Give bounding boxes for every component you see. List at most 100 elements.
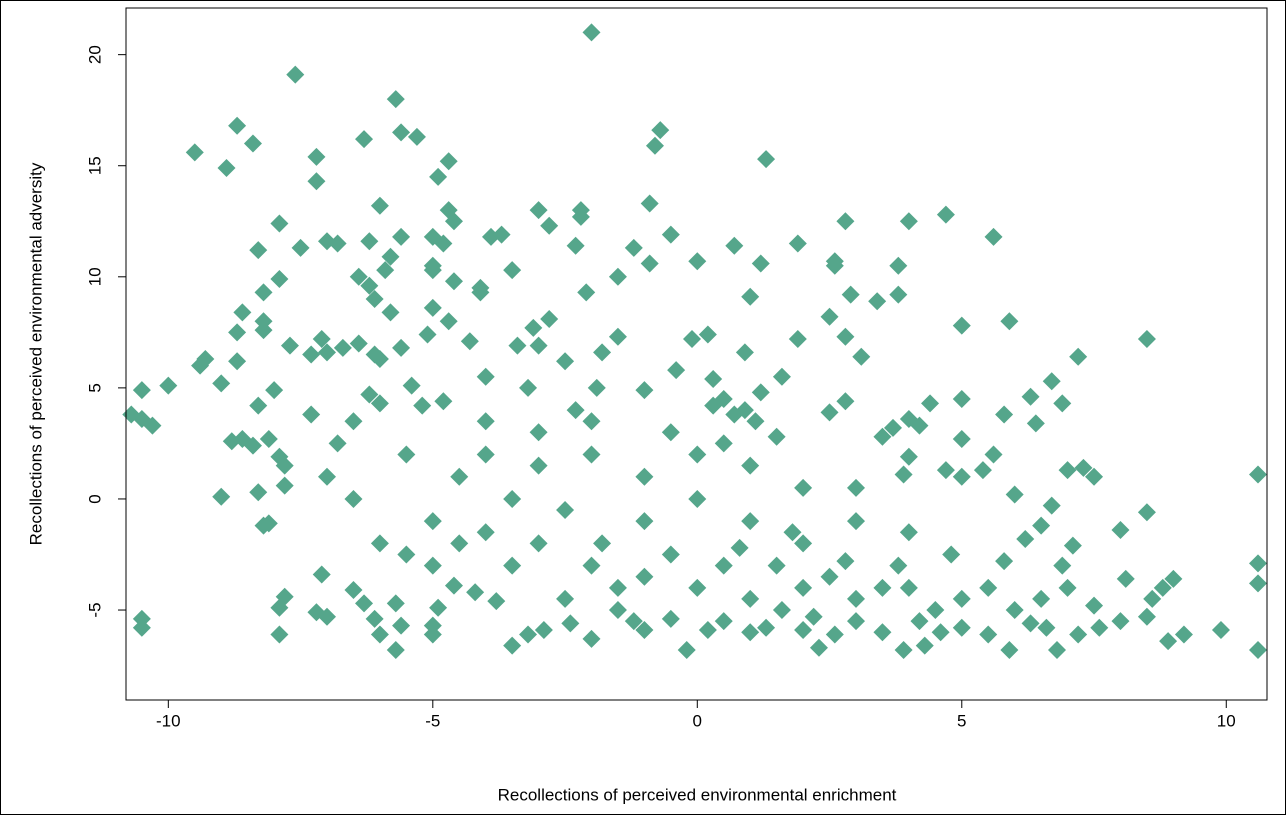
point xyxy=(1032,516,1051,535)
point xyxy=(365,609,384,628)
point xyxy=(608,601,627,620)
point xyxy=(979,625,998,644)
point xyxy=(1021,387,1040,406)
point xyxy=(423,512,442,531)
point xyxy=(1037,618,1056,637)
point xyxy=(423,298,442,317)
point xyxy=(1159,632,1178,651)
point xyxy=(476,367,495,386)
point xyxy=(444,576,463,595)
point xyxy=(1053,394,1072,413)
point xyxy=(275,456,294,475)
point xyxy=(508,336,527,355)
point xyxy=(476,523,495,542)
point xyxy=(683,330,702,349)
point xyxy=(1026,414,1045,433)
point xyxy=(524,318,543,337)
point xyxy=(1249,465,1268,484)
point xyxy=(984,445,1003,464)
point xyxy=(1085,596,1104,615)
point xyxy=(1063,536,1082,555)
point xyxy=(635,567,654,586)
point xyxy=(392,616,411,635)
point xyxy=(624,612,643,631)
point xyxy=(381,303,400,322)
point xyxy=(889,556,908,575)
point xyxy=(698,325,717,344)
point xyxy=(534,621,553,640)
point xyxy=(529,423,548,442)
point xyxy=(1111,612,1130,631)
y-tick-label: 20 xyxy=(85,45,104,64)
point xyxy=(344,489,363,508)
point xyxy=(1000,312,1019,331)
point xyxy=(270,214,289,233)
point xyxy=(746,412,765,431)
point xyxy=(979,578,998,597)
point xyxy=(714,556,733,575)
point xyxy=(418,325,437,344)
point xyxy=(302,345,321,364)
point xyxy=(794,478,813,497)
point xyxy=(1085,467,1104,486)
point xyxy=(439,312,458,331)
point xyxy=(318,607,337,626)
point xyxy=(386,641,405,660)
point xyxy=(307,172,326,191)
point xyxy=(820,307,839,326)
point xyxy=(661,423,680,442)
point xyxy=(794,621,813,640)
point xyxy=(566,401,585,420)
point xyxy=(899,409,918,428)
point xyxy=(397,545,416,564)
point xyxy=(677,641,696,660)
point xyxy=(344,581,363,600)
point xyxy=(217,158,236,177)
point xyxy=(846,478,865,497)
point xyxy=(397,445,416,464)
point xyxy=(661,545,680,564)
point xyxy=(894,641,913,660)
point xyxy=(355,594,374,613)
point xyxy=(1047,641,1066,660)
point xyxy=(825,252,844,271)
point xyxy=(355,130,374,149)
point xyxy=(582,412,601,431)
point xyxy=(751,254,770,273)
point xyxy=(132,381,151,400)
point xyxy=(249,483,268,502)
point xyxy=(487,592,506,611)
point xyxy=(254,321,273,340)
point xyxy=(540,310,559,329)
point xyxy=(1005,601,1024,620)
point xyxy=(312,330,331,349)
x-axis-label: Recollections of perceived environmental… xyxy=(498,785,897,804)
point xyxy=(376,261,395,280)
point xyxy=(386,90,405,109)
point xyxy=(1042,496,1061,515)
point xyxy=(820,403,839,422)
point xyxy=(439,152,458,171)
point xyxy=(952,316,971,335)
point xyxy=(503,489,522,508)
point xyxy=(894,465,913,484)
point xyxy=(450,467,469,486)
point xyxy=(286,65,305,84)
point xyxy=(889,256,908,275)
point xyxy=(741,623,760,642)
point xyxy=(952,467,971,486)
point xyxy=(995,405,1014,424)
point xyxy=(228,116,247,135)
point xyxy=(667,361,686,380)
point xyxy=(1021,614,1040,633)
point xyxy=(608,327,627,346)
point xyxy=(757,150,776,169)
point xyxy=(191,356,210,375)
point xyxy=(402,376,421,395)
point xyxy=(661,225,680,244)
point xyxy=(333,338,352,357)
point xyxy=(492,225,511,244)
point xyxy=(587,378,606,397)
point xyxy=(730,538,749,557)
